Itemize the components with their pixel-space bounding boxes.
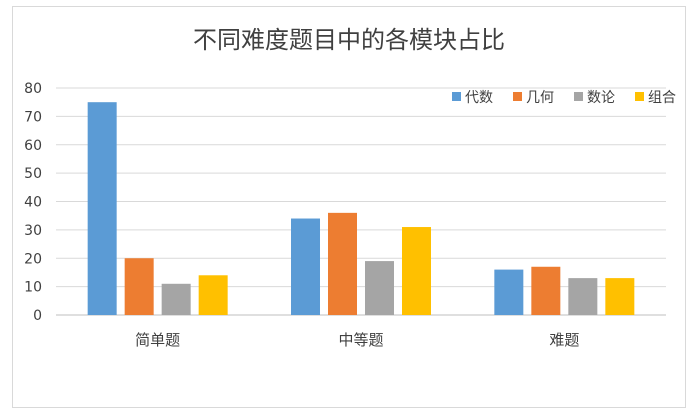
bar-2-3	[531, 266, 561, 315]
legend-label: 数论	[587, 90, 615, 106]
bar-2-1	[124, 258, 154, 315]
legend: 代数 几何 数论 组合	[452, 90, 676, 106]
y-tick-label: 50	[24, 166, 42, 182]
bar-1-3	[494, 269, 524, 315]
bar-3-3	[568, 278, 598, 315]
bar-2-2	[328, 212, 357, 315]
y-tick-label: 30	[24, 223, 42, 239]
legend-label: 几何	[526, 90, 554, 106]
legend-label: 组合	[648, 90, 676, 106]
x-category-label: 中等题	[338, 331, 383, 349]
bar-4-3	[605, 278, 635, 315]
bar-3-1	[161, 283, 191, 315]
y-tick-label: 10	[24, 280, 42, 296]
bar-4-1	[198, 275, 228, 315]
x-category-label: 简单题	[135, 331, 180, 349]
bar-3-2	[365, 261, 394, 315]
bar-1-1	[87, 102, 117, 315]
legend-swatch	[452, 92, 461, 101]
legend-label: 代数	[465, 90, 493, 106]
x-axis: 简单题 中等题 难题	[135, 331, 579, 349]
y-tick-label: 70	[24, 109, 42, 125]
legend-swatch	[513, 92, 522, 101]
bars	[87, 102, 635, 315]
x-category-label: 难题	[549, 331, 579, 349]
bar-1-2	[291, 218, 320, 315]
y-tick-label: 20	[24, 251, 42, 267]
chart-frame	[12, 6, 686, 408]
y-tick-label: 40	[24, 195, 42, 211]
y-tick-label: 60	[24, 138, 42, 154]
y-tick-label: 0	[33, 308, 42, 324]
legend-swatch	[574, 92, 583, 101]
chart-title: 不同难度题目中的各模块占比	[193, 26, 505, 54]
bar-4-2	[402, 227, 431, 315]
y-axis: 0 10 20 30 40 50 60 70 80	[24, 81, 42, 324]
y-tick-label: 80	[24, 81, 42, 97]
gridlines	[56, 87, 666, 316]
legend-swatch	[635, 92, 644, 101]
